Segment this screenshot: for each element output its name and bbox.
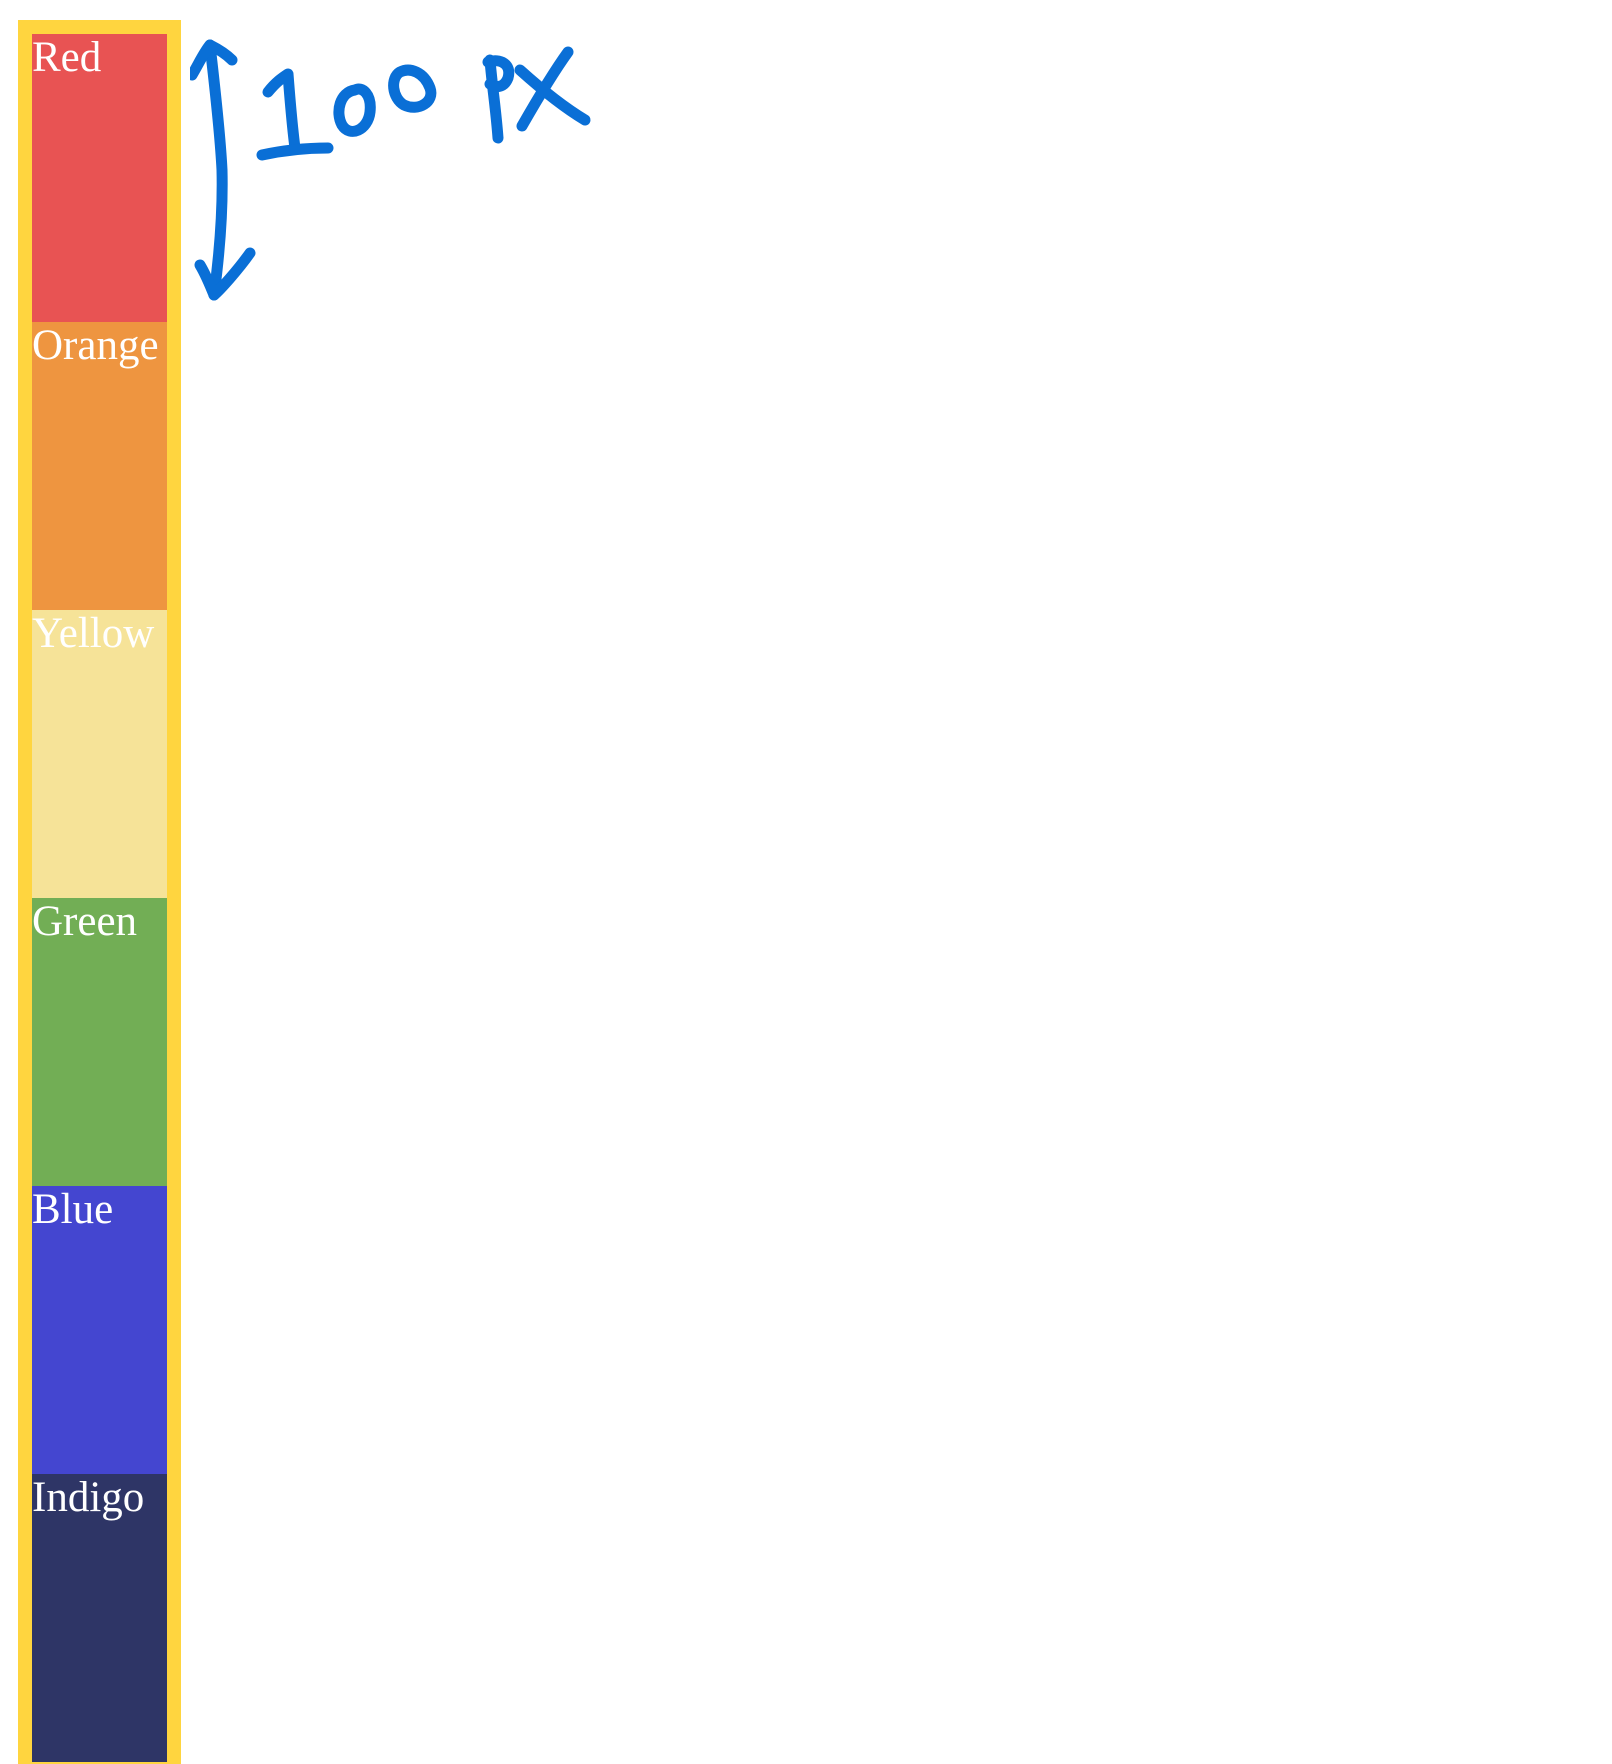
digit-one-stroke [262,68,301,154]
letter-x-stroke-1 [514,64,591,126]
strip-blue: Blue [32,1186,167,1474]
digit-one-base [256,142,334,161]
strip-yellow-label: Yellow [32,610,155,657]
strip-orange-label: Orange [32,322,159,369]
strip-orange: Orange [32,322,167,610]
letter-p-bowl [482,55,515,92]
arrow-down-icon [194,247,256,301]
rainbow-container: Red Orange Yellow Green Blue Indigo [18,20,181,1764]
double-arrow-shaft [204,39,228,301]
strip-red: Red [32,34,167,322]
digit-zero-2 [388,64,437,113]
strip-indigo: Indigo [32,1474,167,1762]
strip-green: Green [32,898,167,1186]
arrow-up-icon [186,39,238,81]
annotation-drawing [186,39,591,301]
letter-p-stem [484,54,504,144]
handwritten-annotation: 100 PX [186,20,690,320]
letter-x-stroke-2 [516,46,574,132]
strip-blue-label: Blue [32,1186,114,1233]
digit-zero-1 [333,83,376,137]
strip-indigo-label: Indigo [32,1474,145,1521]
strip-green-label: Green [32,898,138,945]
strip-red-label: Red [32,34,102,81]
strip-yellow: Yellow [32,610,167,898]
